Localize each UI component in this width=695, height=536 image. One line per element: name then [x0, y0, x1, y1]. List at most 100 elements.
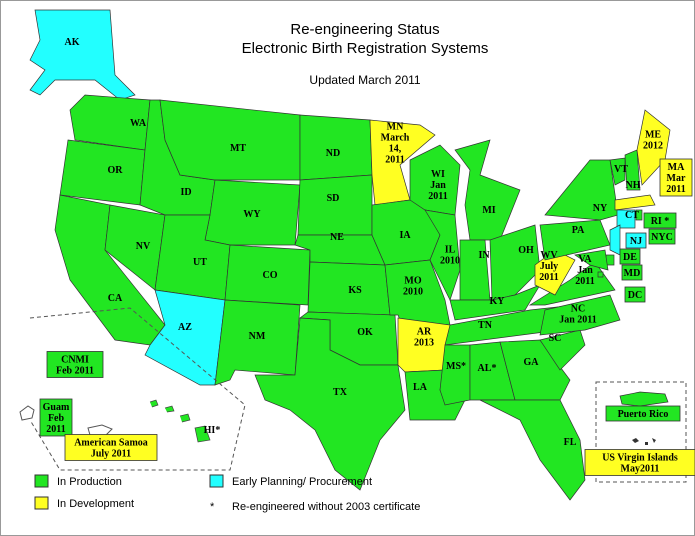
- region-label: VA: [578, 254, 592, 265]
- region: [69, 94, 151, 151]
- label-box: [39, 398, 73, 437]
- label-box: [625, 232, 647, 249]
- region-label: IA: [399, 230, 411, 241]
- label-box: [605, 405, 681, 422]
- legend-label: Early Planning/ Procurement: [232, 476, 372, 488]
- legend: In Production Early Planning/ Procurement…: [34, 474, 372, 510]
- legend-swatch: [34, 474, 49, 488]
- region: [459, 239, 491, 301]
- region: [499, 339, 571, 401]
- label-box: [619, 248, 641, 265]
- region-label: ME: [645, 130, 661, 141]
- label-box: [584, 449, 695, 476]
- region: [254, 317, 406, 491]
- region-label: AZ: [178, 322, 192, 333]
- region-label: Guam: [43, 402, 70, 413]
- region: [439, 344, 471, 406]
- region: [636, 109, 671, 186]
- footnote: Re-engineered without 2003 certificate: [232, 501, 420, 513]
- region-label: SD: [327, 193, 340, 204]
- region-label: July 2011: [91, 449, 131, 460]
- region-label: TX: [333, 387, 348, 398]
- region-label: MD: [624, 268, 641, 279]
- region-label: 2013: [414, 338, 434, 349]
- region-label: US Virgin Islands: [602, 453, 678, 464]
- inset-border: [29, 307, 246, 471]
- labels: AKWAORCANVIDMTWYUTCOAZNMNDSDNEKSOKTXMNMa…: [39, 37, 695, 476]
- region-label: IL: [445, 245, 456, 256]
- inset-border: [595, 381, 687, 483]
- region: [369, 119, 436, 206]
- region-label: TN: [478, 320, 493, 331]
- region-label: AL*: [478, 363, 497, 374]
- region-label: UT: [193, 257, 207, 268]
- region: [614, 194, 656, 211]
- region-label: 2011: [428, 191, 447, 202]
- region: [539, 329, 586, 371]
- region-label: 2012: [643, 141, 663, 152]
- region: [29, 9, 136, 101]
- region-label: OH: [518, 245, 534, 256]
- region-label: NV: [136, 241, 151, 252]
- region-label: 2010: [403, 287, 423, 298]
- region-label: MS*: [446, 361, 466, 372]
- region: [297, 174, 373, 236]
- region-label: CNMI: [61, 355, 89, 366]
- region-label: 2011: [575, 276, 594, 287]
- legend-label: In Production: [57, 476, 122, 488]
- region-label: Puerto Rico: [618, 409, 669, 420]
- region: [544, 159, 619, 221]
- region: [528, 261, 616, 306]
- region-label: Jan: [577, 265, 593, 276]
- region-label: Jan 2011: [559, 315, 597, 326]
- region-label: CT: [625, 210, 639, 221]
- region-label: MO: [404, 276, 421, 287]
- label-box: [648, 228, 676, 245]
- label-box: [621, 264, 643, 281]
- region-label: Mar: [667, 173, 686, 184]
- region-label: OR: [108, 165, 124, 176]
- region-label: MN: [387, 122, 404, 133]
- region-label: RI *: [651, 216, 670, 227]
- region: [609, 157, 626, 186]
- region-label: DC: [628, 290, 642, 301]
- region-label: ID: [180, 187, 191, 198]
- region-label: FL: [564, 437, 577, 448]
- region-label: VT: [614, 164, 628, 175]
- region-label: WI: [431, 169, 445, 180]
- region-label: CA: [108, 293, 123, 304]
- island: [87, 424, 113, 436]
- label-box: [64, 434, 158, 461]
- region-label: MT: [230, 143, 246, 154]
- title: Electronic Birth Registration Systems: [242, 40, 489, 57]
- region: [479, 399, 586, 501]
- region-label: AR: [417, 327, 432, 338]
- island: [19, 405, 35, 421]
- region-label: DE: [623, 252, 637, 263]
- region-label: 2011: [46, 424, 65, 435]
- region-label: ND: [326, 148, 340, 159]
- region-label: March: [381, 133, 410, 144]
- region: [539, 294, 621, 336]
- legend-label: In Development: [57, 498, 134, 510]
- region-label: Feb 2011: [56, 366, 94, 377]
- region-label: WV: [540, 250, 558, 261]
- title: Re-engineering Status: [290, 21, 439, 38]
- region: [424, 209, 461, 301]
- region: [616, 209, 636, 229]
- label-box: [624, 286, 646, 303]
- subtitle: Updated March 2011: [309, 73, 421, 87]
- region-label: KY: [490, 296, 506, 307]
- region-label: NY: [593, 203, 608, 214]
- region-label: 2011: [385, 155, 404, 166]
- region-label: KS: [348, 285, 362, 296]
- region-label: May2011: [621, 464, 660, 475]
- region-label: SC: [549, 333, 562, 344]
- region-label: NYC: [651, 232, 673, 243]
- region-label: OK: [357, 327, 373, 338]
- region: [624, 149, 641, 191]
- region-label: July: [540, 261, 558, 272]
- regions: [29, 9, 671, 501]
- region-label: American Samoa: [74, 438, 148, 449]
